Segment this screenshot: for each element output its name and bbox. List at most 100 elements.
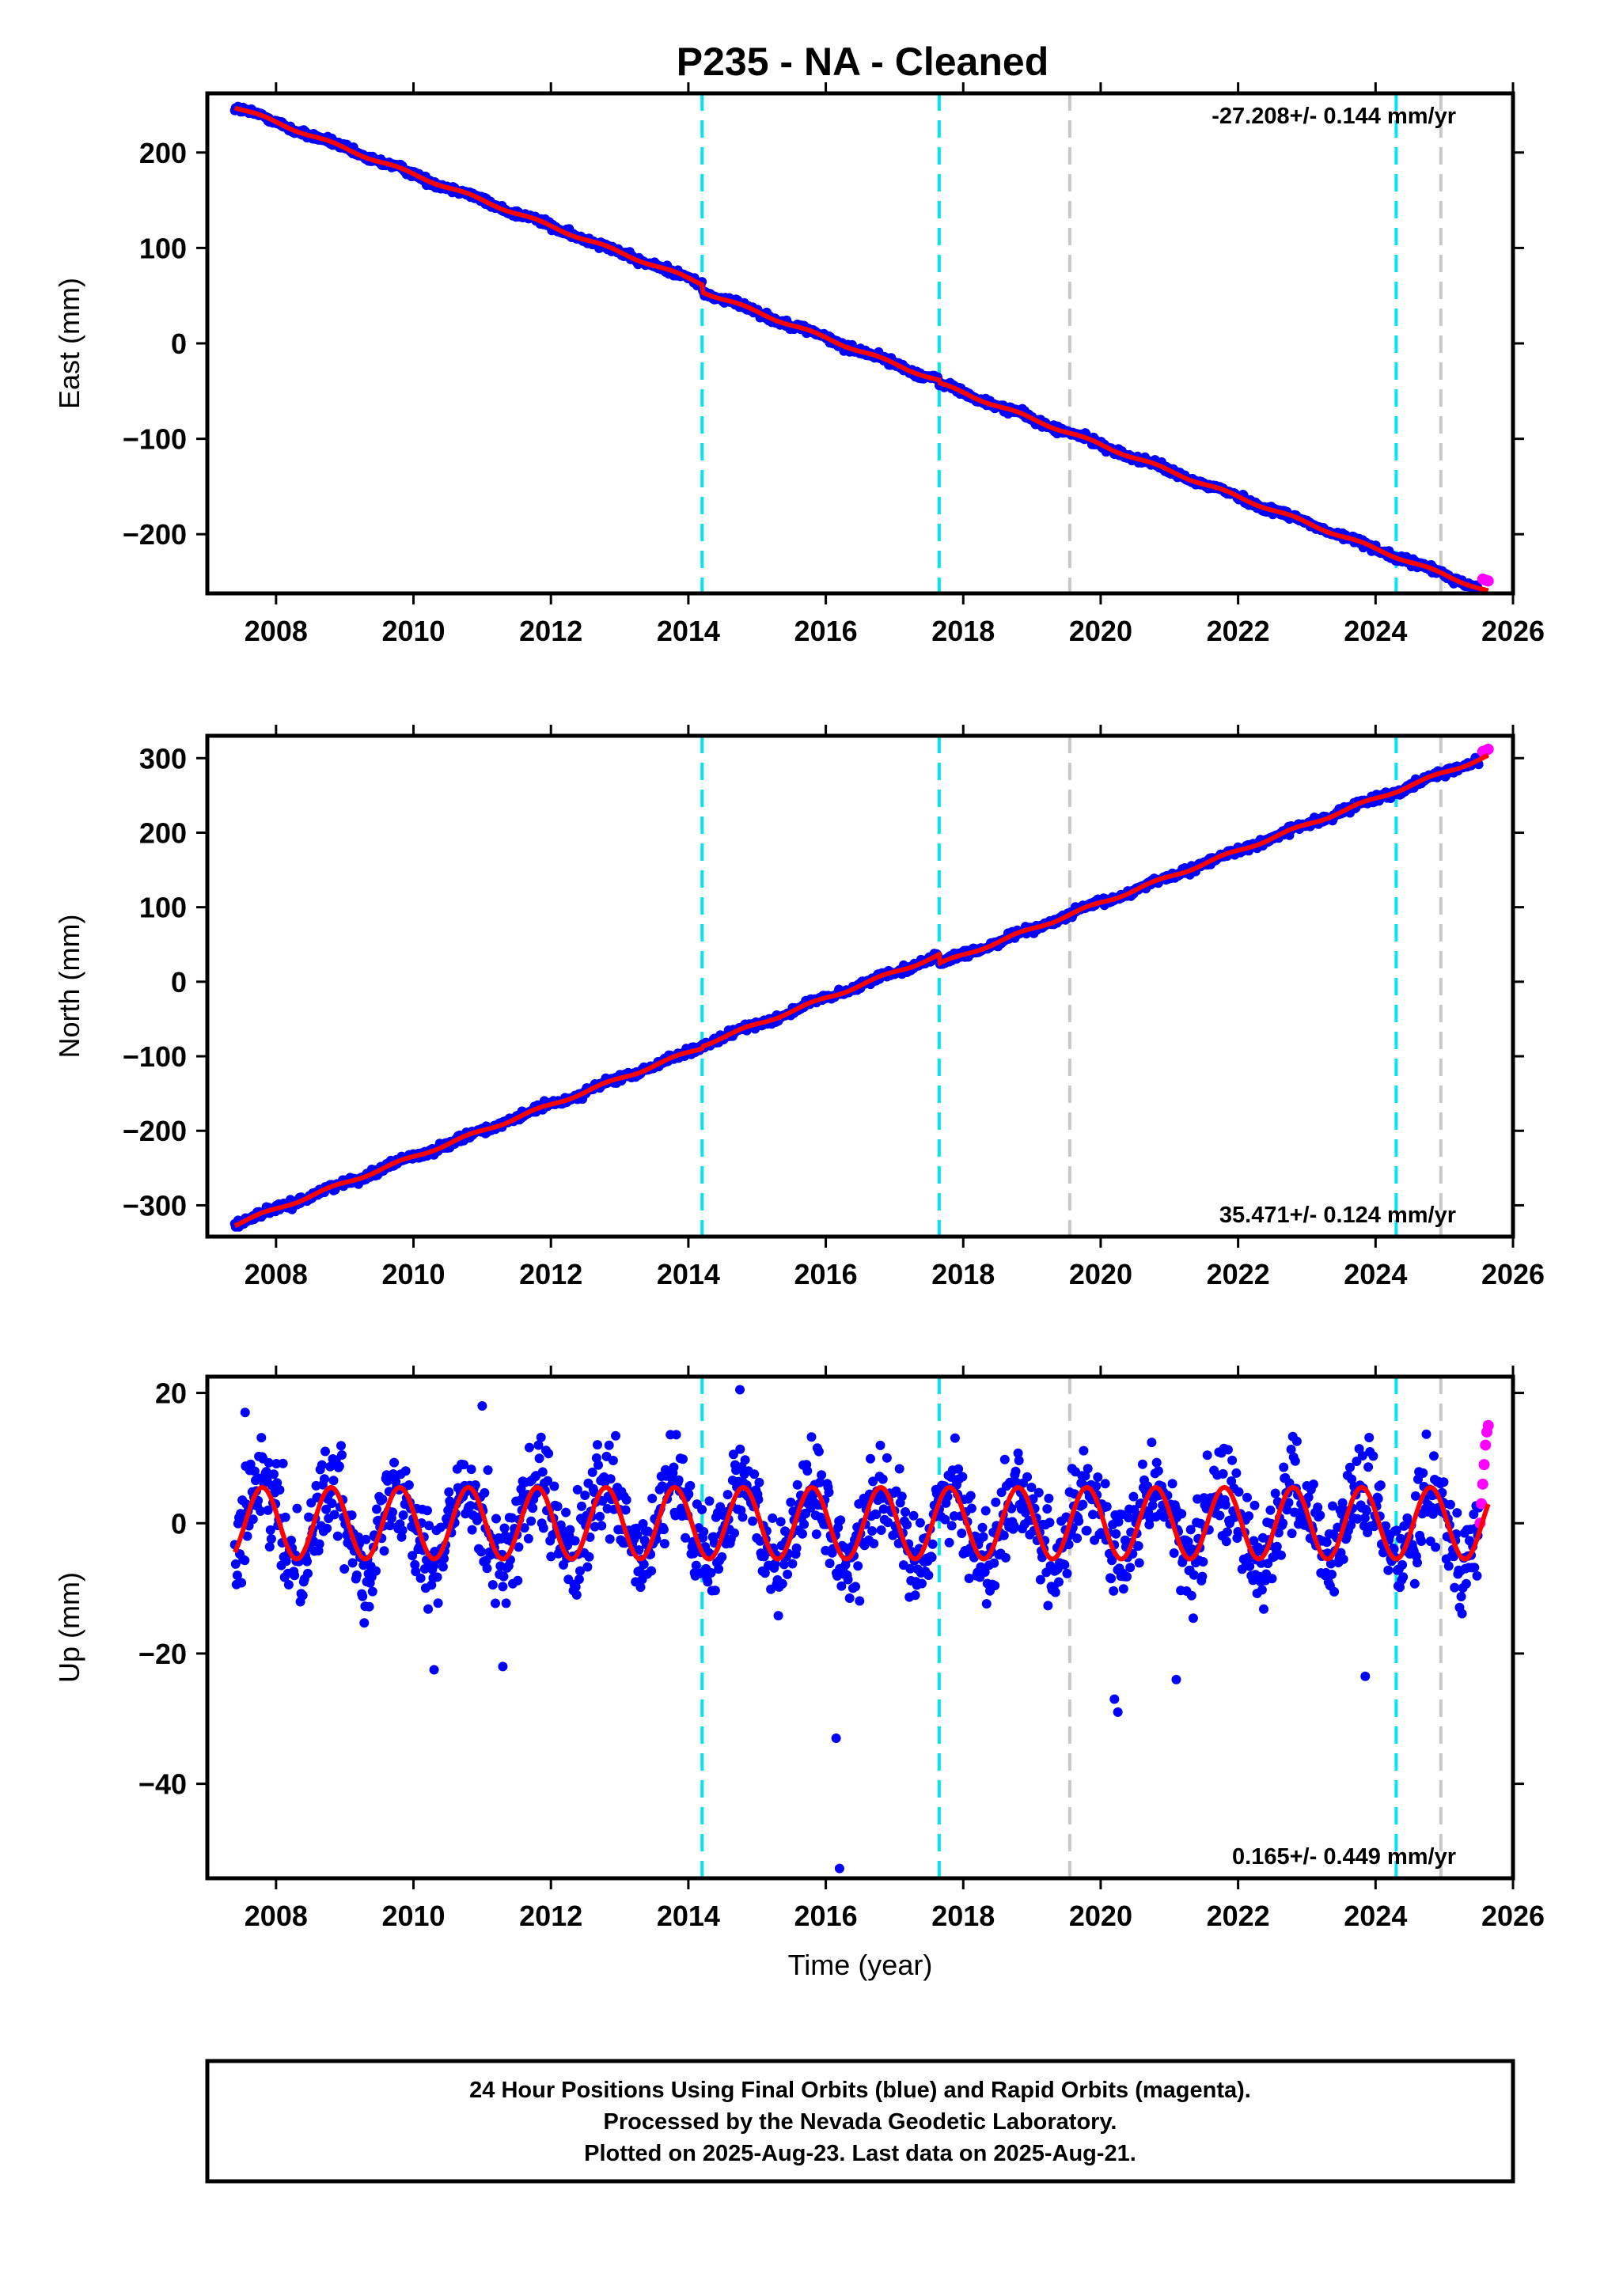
x-tick-label-4: 2016: [794, 1900, 858, 1932]
data-point-285: [466, 1464, 476, 1475]
data-point-416: [575, 1566, 585, 1576]
data-point-1336: [1338, 1554, 1348, 1564]
data-point-741: [844, 1593, 855, 1603]
data-point-1090: [1134, 1558, 1144, 1568]
data-point-325: [499, 1523, 510, 1533]
data-point-438: [593, 1460, 603, 1470]
data-point-431: [587, 1467, 597, 1477]
data-point-1404: [1395, 1582, 1405, 1593]
data-point-142: [347, 1558, 358, 1568]
data-point-178: [377, 1495, 388, 1505]
x-tick-label-7: 2022: [1207, 1258, 1270, 1290]
data-point-982: [1045, 1517, 1055, 1528]
data-point-781: [878, 1474, 888, 1484]
data-point-251: [438, 1562, 448, 1572]
data-point-678: [792, 1480, 802, 1490]
data-point-574: [706, 1567, 716, 1578]
data-point-210: [404, 1480, 414, 1490]
data-point-1387: [1381, 1521, 1391, 1531]
data-point-1367: [1364, 1433, 1375, 1442]
x-tick-label-5: 2018: [931, 1258, 995, 1290]
data-point-245: [433, 1598, 443, 1608]
rapid-point-1: [1476, 1498, 1488, 1510]
data-point-1308: [1315, 1510, 1325, 1521]
y-tick-label-1: −100: [123, 423, 187, 456]
data-point-427: [584, 1552, 594, 1562]
data-point-549: [685, 1480, 696, 1491]
data-point-1025: [1080, 1471, 1090, 1481]
data-point-864: [946, 1521, 957, 1531]
x-axis-label: Time (year): [788, 1949, 933, 1981]
data-point-800: [893, 1538, 904, 1548]
data-point-12: [240, 1555, 250, 1566]
data-point-876: [957, 1529, 967, 1538]
data-point-1003: [1062, 1568, 1072, 1578]
data-point-1250: [1267, 1574, 1277, 1584]
figure-title: P235 - NA - Cleaned: [677, 40, 1049, 84]
x-tick-label-2: 2012: [519, 1900, 582, 1932]
plot-frame: [205, 1374, 1515, 1881]
data-point-284: [465, 1501, 476, 1511]
data-point-808: [901, 1507, 910, 1517]
data-point-385: [549, 1481, 559, 1491]
data-point-418: [577, 1501, 586, 1511]
data-point-240: [429, 1560, 439, 1570]
data-point-493: [639, 1559, 649, 1570]
data-point-902: [978, 1532, 988, 1542]
x-tick-label-0: 2008: [245, 1900, 308, 1932]
tick-marks: [196, 82, 1524, 604]
data-point-532: [671, 1430, 681, 1440]
data-point-323: [498, 1582, 508, 1592]
data-point-1223: [1245, 1561, 1255, 1571]
data-point-366: [533, 1440, 544, 1450]
data-point-206: [400, 1466, 411, 1476]
panel-east: 2008 2010 2012 2014 2016 2018 2020 2022 2024 2026…: [53, 82, 1545, 647]
y-tick-label-0: −300: [123, 1189, 187, 1222]
data-point-1167: [1198, 1557, 1208, 1567]
data-point-753: [855, 1596, 865, 1606]
data-point-1105: [1147, 1438, 1157, 1448]
data-point-826: [915, 1517, 925, 1528]
data-point-276: [459, 1460, 469, 1470]
velocity-rate-label: -27.208+/- 0.144 mm/yr: [1212, 104, 1456, 129]
data-point-602: [730, 1528, 739, 1538]
data-point-1509: [240, 1408, 250, 1418]
data-point-415: [574, 1574, 584, 1585]
data-point-1378: [1373, 1494, 1383, 1504]
data-point-1507: [1360, 1671, 1371, 1681]
data-point-841: [927, 1539, 938, 1549]
data-point-399: [561, 1507, 571, 1517]
x-tick-label-9: 2026: [1481, 615, 1545, 647]
data-point-1497: [1472, 1570, 1482, 1581]
data-point-960: [1026, 1483, 1037, 1492]
x-tick-label-8: 2024: [1344, 615, 1407, 647]
data-point-1261: [1276, 1550, 1286, 1560]
data-point-1430: [1416, 1536, 1427, 1546]
data-point-1028: [1083, 1464, 1093, 1474]
data-point-648: [768, 1513, 778, 1523]
data-point-192: [389, 1457, 400, 1468]
data-point-1457: [1439, 1477, 1449, 1487]
data-point-1479: [1457, 1608, 1467, 1619]
data-point-836: [923, 1570, 934, 1580]
y-tick-label-2: −100: [123, 1040, 187, 1073]
data-point-677: [791, 1543, 802, 1553]
data-point-485: [632, 1530, 643, 1540]
data-point-1447: [1431, 1542, 1441, 1552]
data-point-109: [320, 1446, 330, 1457]
data-point-1278: [1290, 1456, 1300, 1466]
data-point-244: [432, 1572, 442, 1582]
data-point-1300: [1308, 1480, 1318, 1489]
y-tick-label-3: 100: [139, 232, 187, 264]
rapid-orbit-points: [1477, 743, 1494, 757]
data-point-1017: [1074, 1516, 1084, 1526]
data-point-1156: [1189, 1570, 1199, 1580]
data-point-218: [411, 1567, 421, 1577]
velocity-rate-label: 35.471+/- 0.124 mm/yr: [1219, 1203, 1456, 1228]
data-point-1132: [1169, 1548, 1179, 1558]
data-point-615: [740, 1455, 750, 1465]
data-point-1280: [1291, 1436, 1302, 1446]
data-point-440: [595, 1511, 605, 1521]
data-point-1270: [1284, 1498, 1294, 1508]
